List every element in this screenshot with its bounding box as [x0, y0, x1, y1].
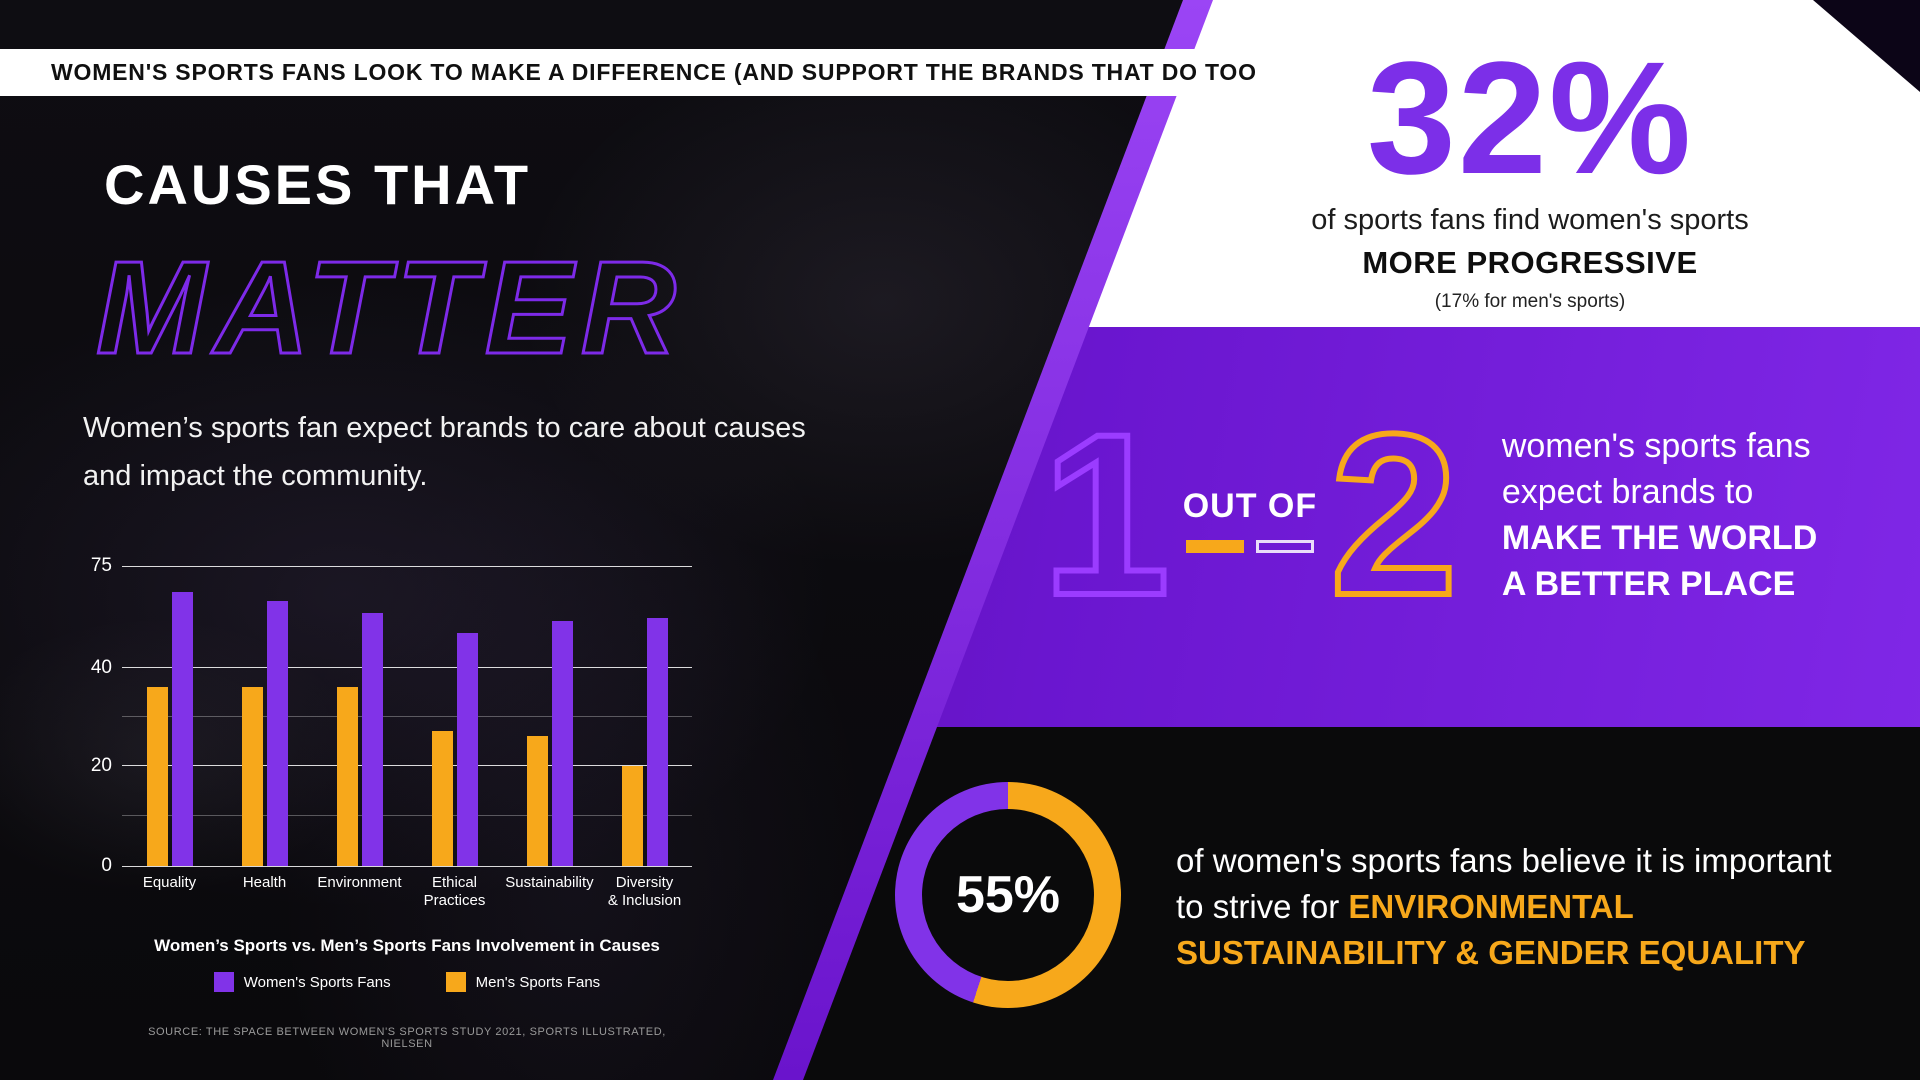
bar-group — [407, 566, 502, 866]
bar-group — [597, 566, 692, 866]
x-axis-label: Environment — [317, 874, 402, 891]
bar-group — [122, 566, 217, 866]
legend-label-womens: Women's Sports Fans — [243, 973, 391, 991]
stat-progressive: 32% of sports fans find women's sports M… — [1150, 34, 1910, 313]
x-axis-label: Sustainability — [505, 874, 594, 891]
dash-solid-icon — [1185, 540, 1244, 553]
bar-chart: 0 20 40 75 Equality Health Environment Ethical… — [91, 555, 692, 1050]
headline-banner-text: WOMEN'S SPORTS FANS LOOK TO MAKE A DIFFE… — [51, 59, 1257, 85]
legend-label-mens: Men's Sports Fans — [475, 973, 601, 991]
donut-value: 55% — [955, 866, 1061, 924]
numeral-one: 1 — [1039, 386, 1173, 643]
dash-outline-icon — [1255, 540, 1314, 553]
gridline — [122, 667, 692, 669]
bar-group — [502, 566, 597, 866]
stat-progressive-value: 32% — [1366, 28, 1694, 207]
y-axis-tick: 20 — [90, 754, 112, 776]
x-axis-label: Ethical Practices — [423, 874, 486, 909]
half-text-line2: expect brands to — [1501, 473, 1754, 511]
donut-hole — [922, 809, 1094, 981]
source-note: SOURCE: THE SPACE BETWEEN WOMEN'S SPORTS… — [148, 1026, 666, 1050]
bar-mens — [336, 687, 358, 866]
intro-paragraph: Women’s sports fan expect brands to care… — [83, 412, 806, 492]
donut-chart: 55% — [895, 782, 1121, 1008]
stat-one-out-of-two-text: women's sports fans expect brands to MAK… — [1502, 423, 1817, 607]
headline-banner: WOMEN'S SPORTS FANS LOOK TO MAKE A DIFFE… — [0, 49, 1363, 96]
x-axis-label: Diversity & Inclusion — [607, 874, 682, 909]
stat-progressive-line1: of sports fans find women's sports — [1311, 204, 1749, 236]
bar-mens — [241, 687, 263, 866]
legend-item-womens: Women's Sports Fans — [213, 972, 391, 992]
half-text-line3: MAKE THE WORLD — [1501, 519, 1818, 557]
gridline — [122, 716, 692, 718]
numeral-two: 2 — [1327, 386, 1461, 643]
bar-mens — [431, 731, 453, 866]
x-axis-label: Equality — [142, 874, 197, 891]
x-axis: Equality Health Environment Ethical Practic… — [122, 874, 692, 910]
page-title-line1: CAUSES THAT — [104, 153, 532, 216]
y-axis-tick: 40 — [90, 656, 112, 678]
gridline — [122, 865, 692, 867]
page-title-line2: MATTER — [94, 233, 685, 383]
out-of-label: OUT OF — [1182, 487, 1318, 525]
chart-title: Women’s Sports vs. Men’s Sports Fans Inv… — [154, 936, 660, 955]
bar-mens — [621, 765, 643, 866]
out-of-connector: OUT OF — [1170, 487, 1330, 553]
bar-mens — [526, 736, 548, 866]
dash-row — [1185, 540, 1314, 553]
legend-item-mens: Men's Sports Fans — [445, 972, 601, 992]
half-text-line4: A BETTER PLACE — [1501, 565, 1796, 603]
gridline — [122, 815, 692, 817]
sustainability-text-normal: of women's sports fans believe it is imp… — [1176, 842, 1832, 925]
chart-legend: Women's Sports Fans Men's Sports Fans — [122, 972, 692, 992]
bar-womens — [551, 621, 573, 866]
stat-sustainability-text: of women's sports fans believe it is imp… — [1176, 838, 1866, 976]
bar-womens — [361, 612, 383, 866]
stat-progressive-line2: MORE PROGRESSIVE — [1362, 245, 1698, 280]
bar-group — [312, 566, 407, 866]
legend-swatch-womens-icon — [213, 972, 234, 992]
bar-womens — [646, 618, 668, 866]
bar-group — [217, 566, 312, 866]
bar-mens — [146, 687, 168, 866]
stat-one-out-of-two: 1 OUT OF 2 women's sports fans expect br… — [1039, 386, 1817, 643]
y-axis-tick: 75 — [90, 555, 112, 576]
bar-chart-plot-area: 0 20 40 75 — [91, 555, 692, 876]
legend-swatch-mens-icon — [445, 972, 466, 992]
bar-womens — [171, 592, 193, 866]
gridline — [122, 565, 692, 567]
bar-womens — [456, 632, 478, 866]
bar-chart-bars — [122, 566, 692, 866]
x-axis-label: Health — [242, 874, 287, 891]
half-text-line1: women's sports fans — [1501, 427, 1811, 465]
bar-womens — [266, 600, 288, 866]
y-axis-tick: 0 — [101, 855, 112, 876]
sustainability-text-bold: ENVIRONMENTAL SUSTAINABILITY & GENDER EQ… — [1176, 888, 1806, 971]
gridline — [122, 765, 692, 766]
stat-progressive-note: (17% for men's sports) — [1434, 291, 1626, 312]
